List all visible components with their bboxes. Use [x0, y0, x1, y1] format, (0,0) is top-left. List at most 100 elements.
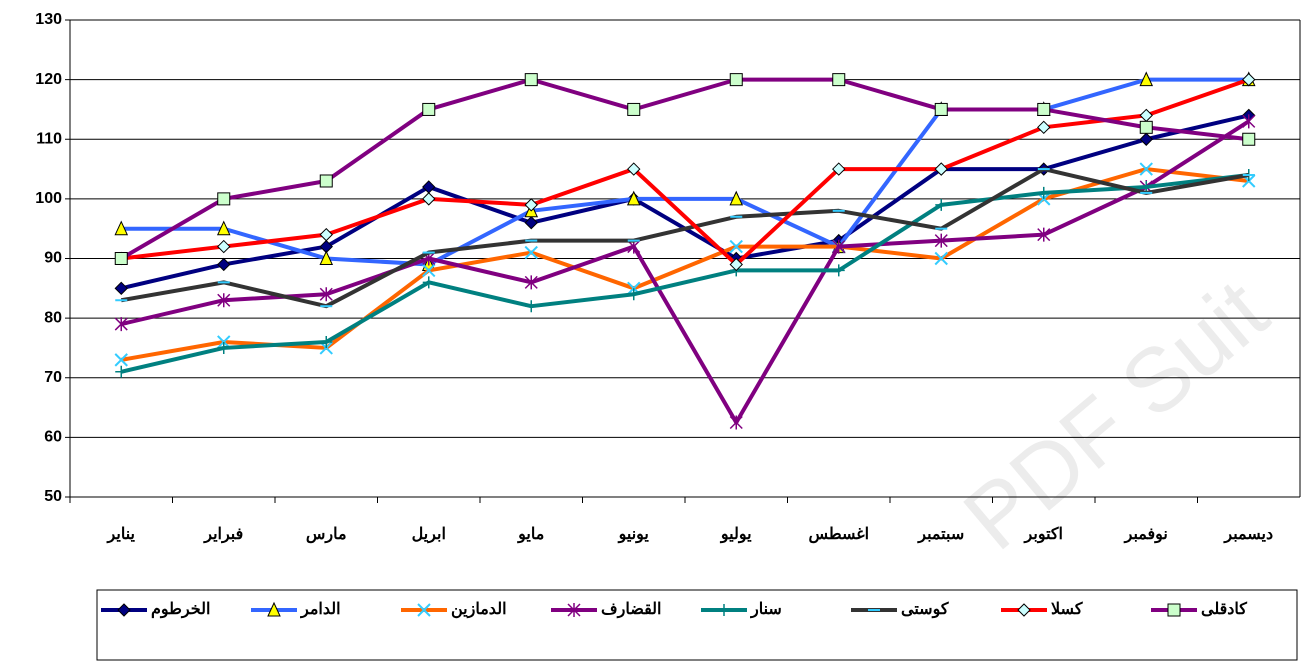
marker — [935, 198, 948, 211]
marker — [320, 335, 333, 348]
marker — [567, 603, 581, 617]
marker — [934, 251, 948, 266]
marker — [1139, 120, 1153, 134]
marker — [729, 73, 743, 87]
series — [114, 72, 1256, 272]
y-tick-label: 130 — [35, 11, 62, 28]
marker — [422, 276, 435, 289]
marker — [627, 288, 640, 301]
legend-label: القضارف — [601, 601, 661, 619]
marker — [422, 192, 436, 206]
y-tick-label: 50 — [44, 488, 62, 505]
series-line — [120, 173, 1249, 374]
marker — [524, 73, 538, 87]
marker — [1139, 108, 1153, 123]
x-tick-label: مارس — [306, 526, 347, 544]
marker — [319, 287, 333, 302]
marker — [627, 162, 641, 176]
legend-label: الدمازين — [451, 601, 507, 619]
marker — [832, 264, 845, 277]
legend-item: القضارف — [551, 601, 661, 619]
marker — [729, 190, 744, 206]
y-tick-label: 100 — [35, 190, 62, 207]
marker — [319, 174, 333, 188]
marker — [934, 162, 948, 176]
legend-label: الخرطوم — [151, 601, 210, 619]
x-tick-label: ديسمبر — [1223, 526, 1273, 544]
legend-item: كسلا — [1001, 601, 1083, 618]
watermark: PDF Suit — [946, 261, 1286, 569]
marker — [1167, 603, 1181, 617]
marker — [114, 353, 128, 367]
y-tick-label: 80 — [44, 309, 62, 326]
marker — [217, 239, 231, 254]
marker — [1017, 603, 1031, 617]
marker — [934, 102, 948, 116]
legend-label: كادقلى — [1201, 601, 1247, 618]
marker — [832, 239, 846, 254]
marker — [267, 601, 281, 617]
series-line — [120, 113, 1250, 291]
legend-label: سنار — [750, 601, 782, 619]
series-line — [121, 77, 1250, 267]
legend-label: كوستى — [901, 601, 949, 619]
legend-item: سنار — [701, 601, 782, 619]
marker — [832, 73, 846, 87]
legend-label: الدامر — [300, 601, 341, 619]
series — [115, 167, 1255, 309]
marker — [524, 245, 538, 260]
y-tick-label: 110 — [36, 130, 62, 147]
marker — [524, 275, 538, 290]
marker — [525, 300, 538, 313]
marker — [934, 233, 948, 248]
y-tick-label: 120 — [35, 71, 62, 88]
marker — [524, 216, 538, 230]
x-tick-label: سبتمبر — [917, 526, 964, 544]
marker — [1242, 72, 1256, 87]
marker — [319, 227, 333, 242]
y-tick-label: 70 — [44, 369, 62, 386]
y-tick-label: 60 — [44, 429, 62, 446]
marker — [114, 220, 129, 236]
marker — [217, 192, 231, 206]
x-tick-label: اكتوبر — [1024, 526, 1063, 544]
x-tick-label: يونيو — [618, 526, 650, 544]
marker — [216, 220, 231, 236]
marker — [319, 250, 334, 265]
marker — [1037, 186, 1050, 199]
series-line — [120, 167, 1250, 309]
marker — [1139, 132, 1153, 146]
marker — [115, 365, 128, 378]
marker — [627, 102, 641, 116]
legend-item: الدامر — [251, 601, 341, 619]
x-tick-label: اغسطس — [808, 526, 869, 544]
x-tick-label: ابريل — [412, 526, 446, 544]
marker — [217, 341, 230, 354]
legend-item: كادقلى — [1151, 601, 1247, 618]
x-tick-label: فبراير — [203, 526, 243, 544]
x-tick-label: يوليو — [720, 526, 752, 544]
marker — [217, 257, 231, 272]
legend-label: كسلا — [1051, 601, 1083, 618]
marker — [1037, 227, 1051, 242]
marker — [729, 257, 743, 272]
marker — [1037, 102, 1051, 116]
marker — [114, 317, 128, 332]
y-tick-label: 90 — [44, 250, 62, 267]
marker — [729, 415, 743, 430]
legend-box — [96, 589, 1298, 661]
marker — [1242, 114, 1256, 129]
marker — [1037, 120, 1051, 135]
marker — [729, 239, 743, 254]
marker — [217, 293, 231, 308]
marker — [626, 190, 641, 206]
x-tick-label: يناير — [107, 526, 136, 544]
x-tick-label: نوفمبر — [1124, 526, 1168, 544]
marker — [117, 603, 131, 617]
marker — [417, 603, 431, 617]
marker — [422, 263, 436, 278]
series-line — [120, 77, 1249, 261]
marker — [524, 198, 538, 212]
marker — [114, 252, 128, 265]
